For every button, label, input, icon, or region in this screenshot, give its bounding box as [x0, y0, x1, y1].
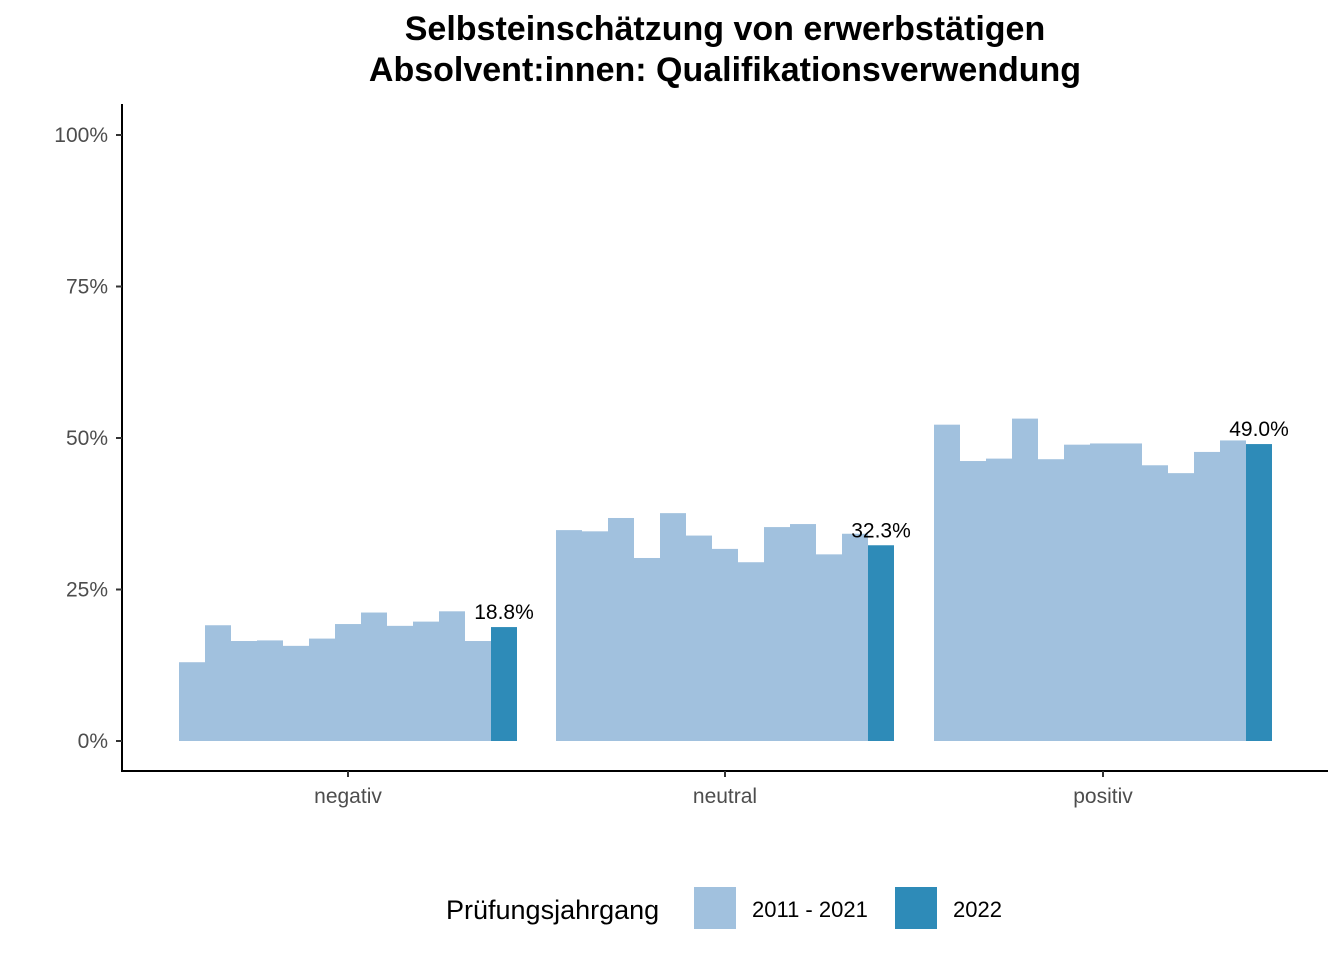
- bar-neutral-2016: [686, 535, 712, 741]
- bar-positiv-2018: [1116, 443, 1142, 741]
- bar-negativ-2013: [231, 641, 257, 741]
- legend-title: Prüfungsjahrgang: [446, 895, 659, 925]
- bar-negativ-2015: [283, 645, 309, 741]
- y-tick-label-4: 100%: [54, 124, 108, 147]
- bar-positiv-2020: [1168, 473, 1194, 741]
- bar-neutral-2022: [842, 533, 868, 741]
- x-tick-label-positiv: positiv: [1073, 785, 1133, 808]
- bar-positiv-2022: [1220, 440, 1246, 741]
- bar-negativ-2022: [491, 627, 517, 741]
- bar-neutral-2019: [764, 527, 790, 741]
- x-tick-label-neutral: neutral: [693, 785, 757, 808]
- bar-neutral-2018: [738, 562, 764, 741]
- bar-negativ-2019: [387, 625, 413, 741]
- bar-positiv-2017: [1090, 443, 1116, 741]
- bar-negativ-2018: [361, 612, 387, 741]
- legend-swatch-1: [895, 887, 937, 929]
- bar-negativ-2011: [179, 662, 205, 741]
- data-label-positiv: 49.0%: [1229, 418, 1289, 441]
- bar-neutral-2020: [790, 524, 816, 741]
- bar-negativ-2016: [309, 638, 335, 741]
- data-label-negativ: 18.8%: [474, 601, 534, 624]
- bar-positiv-2019: [1142, 465, 1168, 741]
- y-tick-label-0: 0%: [78, 730, 108, 753]
- bar-neutral-2011: [556, 530, 582, 741]
- bar-positiv-2012: [960, 461, 986, 741]
- bar-positiv-2016: [1064, 444, 1090, 741]
- y-tick-label-1: 25%: [66, 579, 108, 602]
- bar-positiv-2021: [1194, 451, 1220, 741]
- bar-positiv-2015: [1038, 459, 1064, 741]
- bar-neutral-2021: [816, 554, 842, 741]
- bar-negativ-2017: [335, 624, 361, 741]
- bar-negativ-2022: [465, 641, 491, 741]
- y-tick-label-2: 50%: [66, 427, 108, 450]
- chart-title-line-1: Selbsteinschätzung von erwerbstätigen: [404, 10, 1046, 48]
- bar-neutral-2014: [634, 557, 660, 741]
- bar-neutral-2022: [868, 545, 894, 741]
- bar-positiv-2014: [1012, 418, 1038, 741]
- bar-neutral-2012: [582, 531, 608, 741]
- x-tick-label-negativ: negativ: [314, 785, 382, 808]
- legend-swatch-0: [694, 887, 736, 929]
- data-label-neutral: 32.3%: [851, 519, 911, 542]
- legend-label-1: 2022: [953, 897, 1002, 922]
- bar-positiv-2022: [1246, 444, 1272, 741]
- bar-negativ-2012: [205, 625, 231, 741]
- y-tick-label-3: 75%: [66, 276, 108, 299]
- bar-neutral-2015: [660, 513, 686, 741]
- bar-negativ-2020: [413, 621, 439, 741]
- bar-neutral-2013: [608, 517, 634, 741]
- bar-positiv-2013: [986, 458, 1012, 741]
- bar-positiv-2011: [934, 424, 960, 741]
- bar-neutral-2017: [712, 548, 738, 741]
- chart-title-line-2: Absolvent:innen: Qualifikationsverwendun…: [368, 51, 1082, 89]
- legend-label-0: 2011 - 2021: [752, 897, 868, 922]
- bar-negativ-2021: [439, 611, 465, 741]
- bar-negativ-2014: [257, 640, 283, 741]
